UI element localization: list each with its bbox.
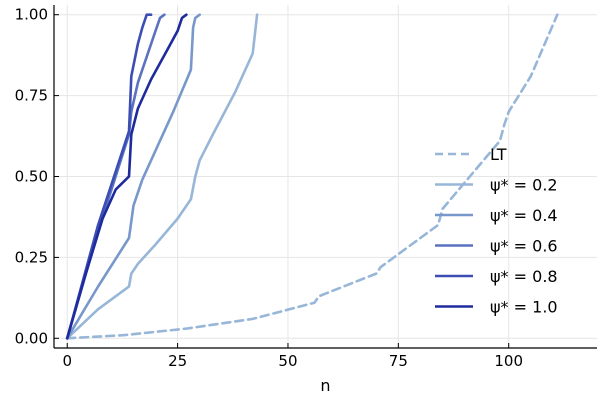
tick-labels: 0 25 50 75 100 0.00 0.25 0.50 0.75 1.00 xyxy=(15,6,523,370)
x-tick-label: 75 xyxy=(389,352,408,370)
series-line-5 xyxy=(65,13,188,340)
legend-label-4: ψ* = 0.8 xyxy=(490,267,558,286)
legend-label-1: ψ* = 0.2 xyxy=(490,176,558,195)
y-tick-label: 0.25 xyxy=(15,248,48,266)
legend: LT ψ* = 0.2 ψ* = 0.4 ψ* = 0.6 ψ* = 0.8 ψ* = 1… xyxy=(435,145,558,317)
x-tick-label: 100 xyxy=(494,352,523,370)
x-tick-label: 50 xyxy=(278,352,297,370)
legend-label-3: ψ* = 0.6 xyxy=(490,237,558,256)
series-line-3 xyxy=(65,13,166,340)
x-axis-label: n xyxy=(320,376,330,395)
series-line-1 xyxy=(65,13,259,340)
legend-label-2: ψ* = 0.4 xyxy=(490,206,558,225)
series-line-0 xyxy=(65,13,559,340)
axes xyxy=(53,5,597,349)
y-tick-label: 0.00 xyxy=(15,329,48,347)
x-tick-label: 0 xyxy=(62,352,72,370)
y-tick-label: 0.50 xyxy=(15,168,48,186)
y-tick-label: 1.00 xyxy=(15,6,48,24)
x-tick-label: 25 xyxy=(168,352,187,370)
legend-label-0: LT xyxy=(490,145,507,164)
y-tick-label: 0.75 xyxy=(15,87,48,105)
series-line-2 xyxy=(65,13,201,340)
series-lines xyxy=(65,13,559,340)
legend-label-5: ψ* = 1.0 xyxy=(490,298,558,317)
series-line-4 xyxy=(65,13,153,340)
